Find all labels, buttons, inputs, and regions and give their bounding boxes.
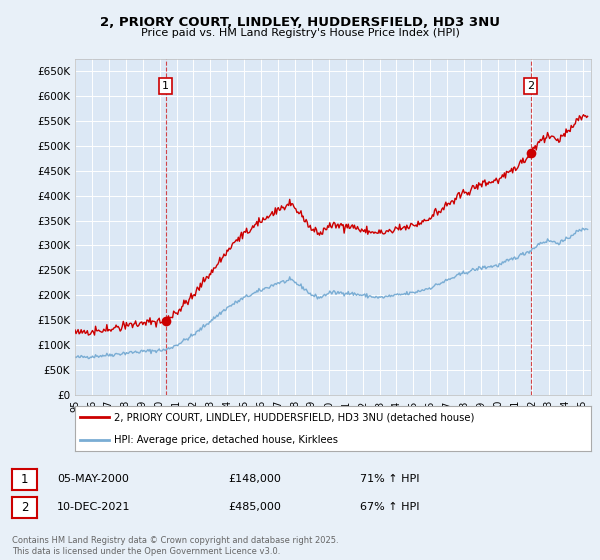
Text: 1: 1: [21, 473, 28, 486]
Text: 1: 1: [162, 81, 169, 91]
Text: 2, PRIORY COURT, LINDLEY, HUDDERSFIELD, HD3 3NU: 2, PRIORY COURT, LINDLEY, HUDDERSFIELD, …: [100, 16, 500, 29]
Text: 67% ↑ HPI: 67% ↑ HPI: [360, 502, 419, 512]
Text: £485,000: £485,000: [228, 502, 281, 512]
Text: 2: 2: [527, 81, 535, 91]
Text: Contains HM Land Registry data © Crown copyright and database right 2025.
This d: Contains HM Land Registry data © Crown c…: [12, 536, 338, 556]
Text: £148,000: £148,000: [228, 474, 281, 484]
Text: HPI: Average price, detached house, Kirklees: HPI: Average price, detached house, Kirk…: [114, 435, 338, 445]
Text: 05-MAY-2000: 05-MAY-2000: [57, 474, 129, 484]
Text: 2: 2: [21, 501, 28, 514]
Text: Price paid vs. HM Land Registry's House Price Index (HPI): Price paid vs. HM Land Registry's House …: [140, 28, 460, 38]
Text: 2, PRIORY COURT, LINDLEY, HUDDERSFIELD, HD3 3NU (detached house): 2, PRIORY COURT, LINDLEY, HUDDERSFIELD, …: [114, 412, 474, 422]
Text: 10-DEC-2021: 10-DEC-2021: [57, 502, 131, 512]
Text: 71% ↑ HPI: 71% ↑ HPI: [360, 474, 419, 484]
